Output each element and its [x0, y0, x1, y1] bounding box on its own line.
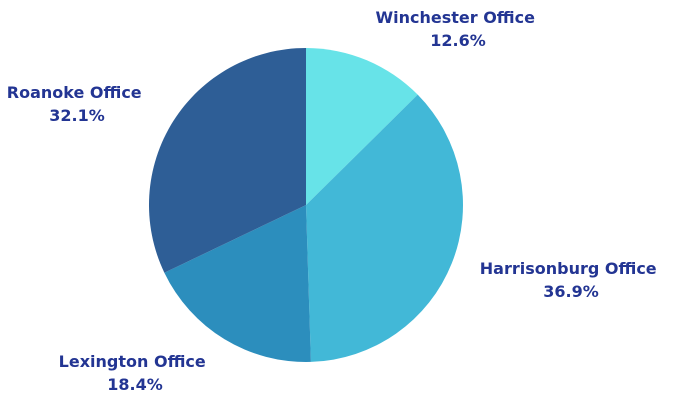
slice-label-roanoke: Roanoke Office 32.1% [7, 83, 147, 125]
pie-slice-lexington-office [164, 205, 311, 362]
pie-slice-winchester-office [306, 47, 418, 205]
slice-name-harrisonburg: Harrisonburg Office [480, 259, 657, 278]
slice-value-winchester: 12.6% [430, 31, 486, 50]
slice-label-harrisonburg: Harrisonburg Office 36.9% [480, 259, 662, 301]
slice-name-lexington: Lexington Office [59, 352, 206, 371]
slice-label-winchester: Winchester Office 12.6% [375, 8, 540, 50]
pie-slices [148, 47, 464, 362]
slice-value-harrisonburg: 36.9% [543, 282, 599, 301]
slice-value-lexington: 18.4% [107, 375, 163, 393]
slice-value-roanoke: 32.1% [49, 106, 105, 125]
slice-name-roanoke: Roanoke Office [7, 83, 142, 102]
slice-label-lexington: Lexington Office 18.4% [59, 352, 212, 393]
slice-name-winchester: Winchester Office [375, 8, 535, 27]
pie-labels: Winchester Office 12.6% Harrisonburg Off… [7, 8, 662, 393]
pie-slice-harrisonburg-office [306, 94, 464, 362]
pie-slice-roanoke-office [148, 48, 306, 273]
